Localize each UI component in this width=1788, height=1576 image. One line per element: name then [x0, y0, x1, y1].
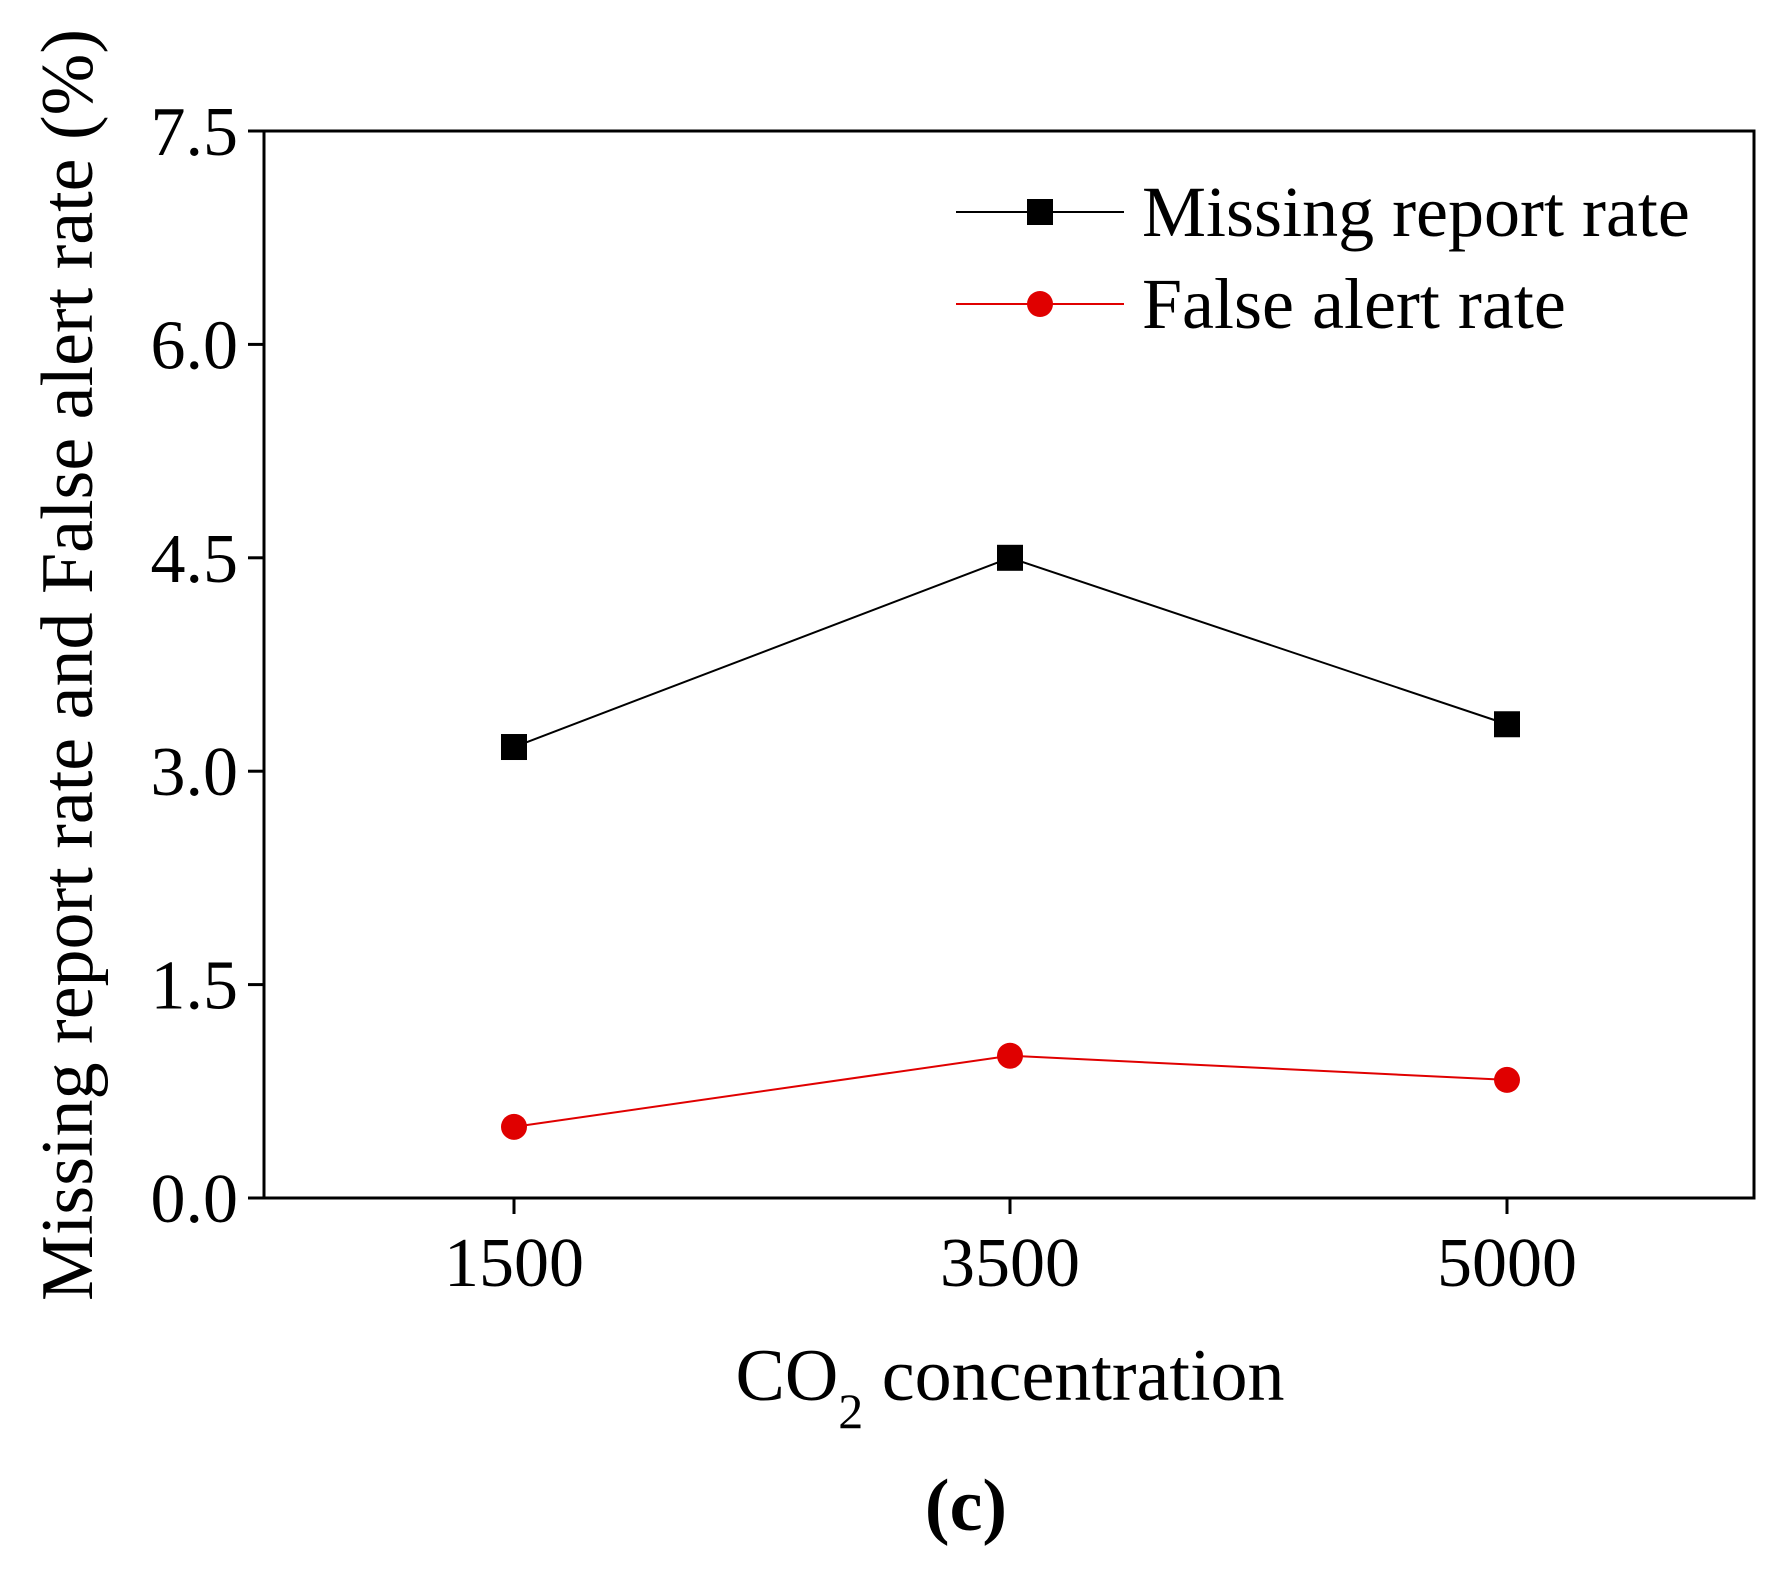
legend: Missing report rate False alert rate: [956, 172, 1690, 344]
y-tick-label: 6.0: [151, 307, 239, 384]
legend-label: False alert rate: [1142, 264, 1566, 344]
x-tick-label: 1500: [444, 1225, 584, 1302]
series-layer: [501, 544, 1520, 1140]
y-axis: 0.0 1.5 3.0 4.5 6.0 7.5: [151, 94, 264, 1238]
y-tick-label: 3.0: [151, 734, 239, 811]
x-axis-title-subscript: 2: [838, 1383, 863, 1439]
data-point-false-alert-rate: [501, 1113, 527, 1140]
y-tick-label: 1.5: [151, 948, 239, 1025]
y-tick-label: 7.5: [151, 94, 239, 171]
y-tick-label: 4.5: [151, 521, 239, 598]
data-point-missing-report-rate: [997, 544, 1023, 571]
y-tick-label: 0.0: [151, 1161, 239, 1238]
panel-label: (c): [925, 1465, 1007, 1547]
x-tick-label: 5000: [1437, 1225, 1577, 1302]
data-point-missing-report-rate: [501, 734, 527, 761]
legend-marker-circle: [1027, 291, 1053, 317]
legend-label: Missing report rate: [1142, 172, 1690, 252]
series-line-missing-report-rate: [513, 556, 1508, 748]
x-axis-title-main: CO: [735, 1335, 838, 1417]
x-axis-title: CO2 concentration: [735, 1335, 1284, 1439]
x-tick-label: 3500: [940, 1225, 1080, 1302]
x-axis-title-rest: concentration: [863, 1335, 1284, 1417]
y-axis-title: Missing report rate and False alert rate…: [27, 29, 109, 1301]
data-point-false-alert-rate: [997, 1042, 1023, 1069]
legend-marker-square: [1027, 199, 1053, 225]
data-point-missing-report-rate: [1494, 711, 1520, 738]
x-axis: 1500 3500 5000: [444, 1198, 1577, 1302]
data-point-false-alert-rate: [1494, 1066, 1520, 1093]
